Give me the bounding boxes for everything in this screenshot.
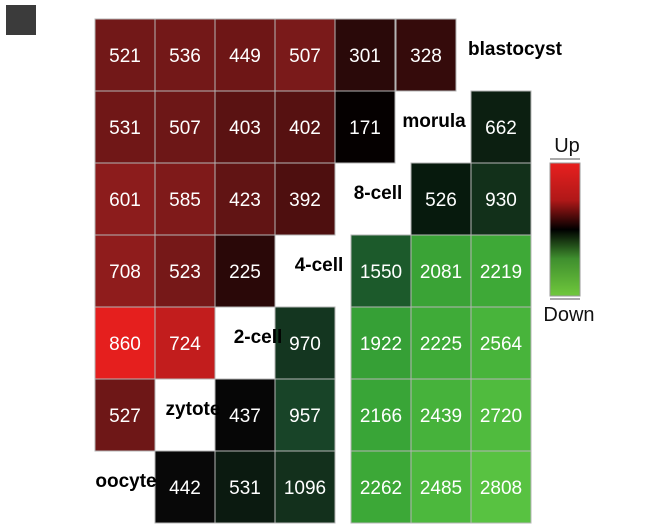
- heatmap-cell-value: 1922: [360, 334, 402, 355]
- heatmap-cell-value: 171: [349, 118, 381, 139]
- legend-down-label: Down: [543, 304, 594, 326]
- heatmap-cell-value: 526: [425, 190, 457, 211]
- heatmap-cell: [94, 18, 156, 92]
- heatmap-cell: [214, 18, 276, 92]
- heatmap-cell-value: 402: [289, 118, 321, 139]
- heatmap-cell: [154, 306, 216, 380]
- heatmap-cell: [470, 90, 532, 164]
- heatmap-cell-value: 403: [229, 118, 261, 139]
- heatmap-cell-value: 392: [289, 190, 321, 211]
- heatmap-cell-value: 423: [229, 190, 261, 211]
- stage-label: 4-cell: [295, 255, 344, 276]
- heatmap-cell-value: 2808: [480, 478, 522, 499]
- heatmap-cell-value: 957: [289, 406, 321, 427]
- stage-label: 2-cell: [234, 327, 283, 348]
- heatmap-cell: [350, 450, 412, 524]
- heatmap-cell: [154, 90, 216, 164]
- heatmap-cell-value: 2720: [480, 406, 522, 427]
- heatmap-cell: [214, 378, 276, 452]
- heatmap-cell-value: 449: [229, 46, 261, 67]
- heatmap-cell-value: 521: [109, 46, 141, 67]
- heatmap-cell: [94, 162, 156, 236]
- heatmap-cell: [410, 450, 472, 524]
- heatmap-cells: 521 536 449 507 301 328 531 507 403 402 171 662 601 5…: [94, 18, 532, 524]
- heatmap-cell-value: 662: [485, 118, 517, 139]
- heatmap-cell: [94, 378, 156, 452]
- heatmap-cell: [214, 90, 276, 164]
- heatmap-cell-value: 724: [169, 334, 201, 355]
- heatmap-cell: [334, 90, 396, 164]
- heatmap-cell: [470, 378, 532, 452]
- heatmap-cell-value: 2166: [360, 406, 402, 427]
- heatmap-cell-value: 1550: [360, 262, 402, 283]
- heatmap-cell: [154, 234, 216, 308]
- corner-square: [6, 5, 36, 35]
- legend-up-label: Up: [554, 135, 580, 157]
- stage-labels: blastocyst morula 8-cell 4-cell 2-cell zytote…: [95, 39, 562, 492]
- heatmap-cell: [274, 450, 336, 524]
- heatmap-cell: [274, 162, 336, 236]
- heatmap-cell-value: 2439: [420, 406, 462, 427]
- heatmap-cell-value: 523: [169, 262, 201, 283]
- heatmap-cell-value: 2564: [480, 334, 523, 355]
- stage-label: morula: [402, 111, 466, 132]
- heatmap-cell-value: 860: [109, 334, 141, 355]
- heatmap-cell: [214, 234, 276, 308]
- heatmap-cell-value: 2219: [480, 262, 522, 283]
- heatmap-cell: [410, 378, 472, 452]
- heatmap-cell: [470, 162, 532, 236]
- heatmap-cell-value: 2081: [420, 262, 462, 283]
- heatmap-cell-value: 536: [169, 46, 201, 67]
- heatmap-cell-value: 1096: [284, 478, 326, 499]
- heatmap-cell: [410, 306, 472, 380]
- heatmap-cell-value: 585: [169, 190, 201, 211]
- heatmap-cell: [470, 306, 532, 380]
- heatmap-cell: [334, 18, 396, 92]
- heatmap-cell-value: 437: [229, 406, 261, 427]
- heatmap-cell-value: 531: [109, 118, 141, 139]
- stage-label: blastocyst: [468, 39, 563, 60]
- heatmap-cell-value: 507: [289, 46, 321, 67]
- heatmap-cell-value: 930: [485, 190, 517, 211]
- stage-label: 8-cell: [354, 183, 403, 204]
- heatmap-cell-value: 531: [229, 478, 261, 499]
- heatmap-cell-value: 601: [109, 190, 141, 211]
- heatmap-cell-value: 2485: [420, 478, 462, 499]
- heatmap-cell: [214, 162, 276, 236]
- heatmap-cell-value: 507: [169, 118, 201, 139]
- heatmap-cell: [154, 450, 216, 524]
- heatmap-cell: [470, 450, 532, 524]
- heatmap-cell-value: 2262: [360, 478, 402, 499]
- legend-color-bar: [549, 162, 581, 297]
- heatmap-cell-value: 225: [229, 262, 261, 283]
- heatmap-cell-value: 970: [289, 334, 321, 355]
- stage-label: zytote: [166, 399, 221, 420]
- heatmap-cell: [154, 162, 216, 236]
- color-legend: Up Down: [543, 135, 594, 326]
- heatmap-cell: [274, 378, 336, 452]
- heatmap-cell: [94, 90, 156, 164]
- heatmap-cell: [94, 306, 156, 380]
- heatmap-cell-value: 708: [109, 262, 141, 283]
- heatmap-cell-value: 328: [410, 46, 442, 67]
- heatmap-cell-value: 527: [109, 406, 141, 427]
- stage-label: oocyte: [95, 471, 156, 492]
- heatmap-cell: [395, 18, 457, 92]
- heatmap-cell-value: 442: [169, 478, 201, 499]
- heatmap-cell-value: 2225: [420, 334, 462, 355]
- heatmap-cell: [274, 90, 336, 164]
- heatmap-cell-value: 301: [349, 46, 381, 67]
